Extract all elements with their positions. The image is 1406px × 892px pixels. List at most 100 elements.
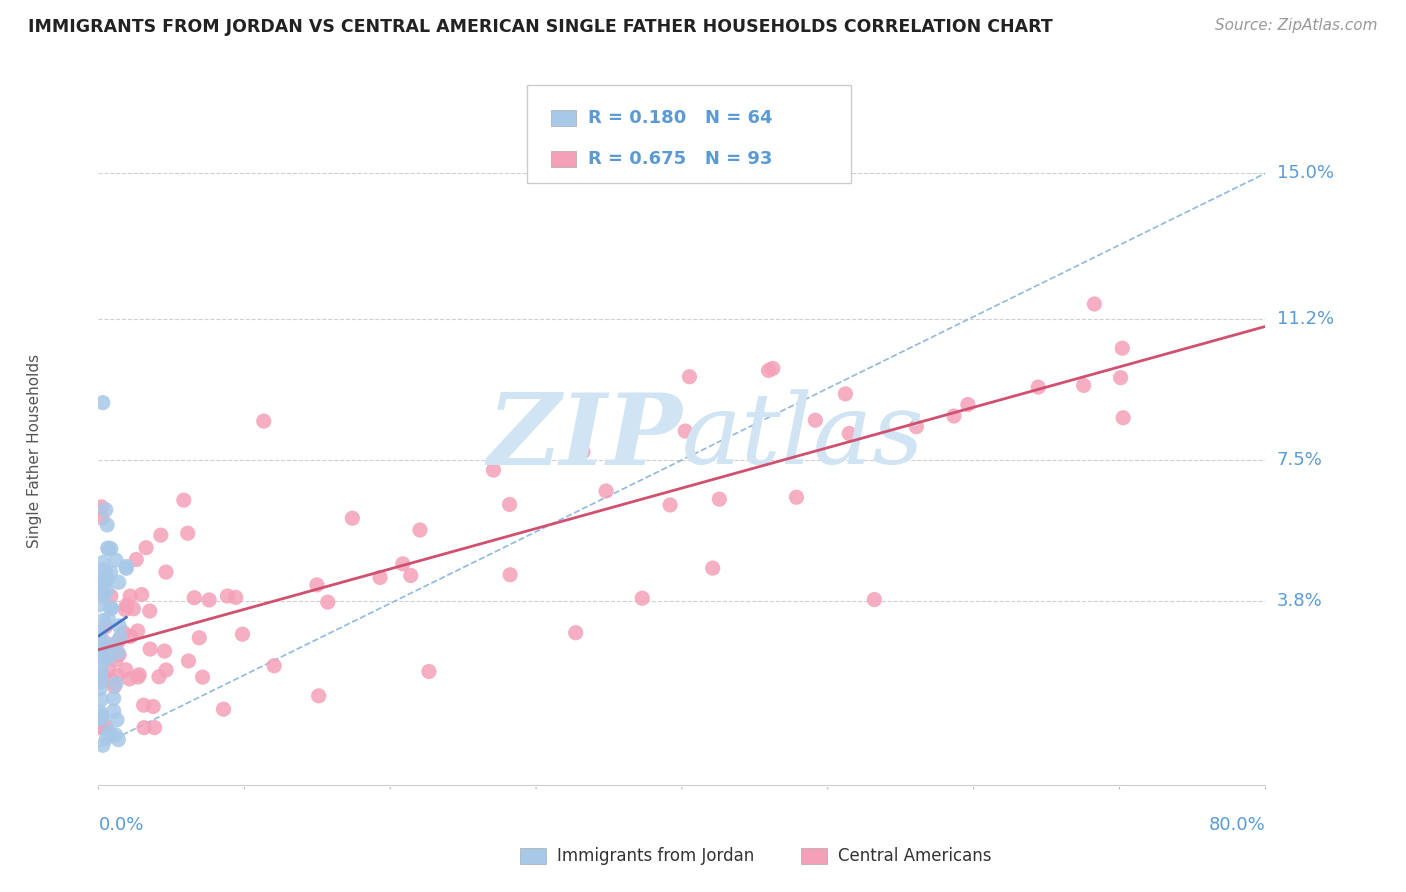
Point [785, 490, 807, 504]
Point [101, 673, 124, 688]
Point [659, 498, 682, 512]
Point [118, 672, 141, 686]
Point [96, 583, 118, 598]
Point [762, 361, 785, 376]
Point [177, 654, 200, 668]
Text: 0.0%: 0.0% [98, 815, 143, 833]
Point [91, 556, 114, 570]
Point [758, 363, 780, 377]
Point [148, 670, 170, 684]
Point [89, 626, 111, 640]
Point [305, 578, 328, 592]
Point [905, 419, 928, 434]
Point [89, 628, 111, 642]
Point [418, 665, 440, 679]
Point [702, 561, 724, 575]
Point [678, 369, 700, 384]
Point [142, 699, 165, 714]
Point [89, 667, 111, 681]
Point [595, 483, 617, 498]
Point [399, 568, 422, 582]
Point [108, 648, 131, 662]
Point [804, 413, 827, 427]
Point [97, 612, 120, 626]
Point [125, 552, 148, 566]
Text: Source: ZipAtlas.com: Source: ZipAtlas.com [1215, 18, 1378, 33]
Point [231, 627, 253, 641]
Point [104, 728, 127, 742]
Point [94, 502, 117, 516]
Point [499, 567, 522, 582]
Point [115, 599, 138, 613]
Point [308, 689, 330, 703]
Point [97, 542, 120, 557]
Point [89, 705, 111, 719]
Point [91, 614, 114, 628]
Point [100, 589, 122, 603]
Point [104, 676, 127, 690]
Point [673, 424, 696, 438]
Point [107, 646, 129, 660]
Text: 3.8%: 3.8% [1277, 592, 1322, 610]
Point [91, 511, 114, 525]
Point [225, 591, 247, 605]
Point [91, 395, 114, 409]
Point [93, 642, 115, 657]
Point [93, 576, 115, 591]
Point [139, 642, 162, 657]
Point [631, 591, 654, 606]
Point [91, 642, 114, 657]
Point [183, 591, 205, 605]
Point [90, 721, 112, 735]
Point [96, 567, 118, 582]
Point [90, 665, 112, 679]
Point [93, 571, 115, 585]
Point [94, 572, 117, 586]
Point [128, 667, 150, 681]
Point [90, 649, 112, 664]
Point [122, 601, 145, 615]
Point [89, 576, 111, 591]
Text: ZIP: ZIP [486, 389, 682, 485]
Point [90, 572, 112, 586]
Point [107, 668, 129, 682]
Point [409, 523, 432, 537]
Point [107, 732, 129, 747]
Text: 11.2%: 11.2% [1277, 310, 1334, 327]
Point [127, 624, 149, 638]
Point [89, 598, 111, 612]
Point [93, 640, 115, 654]
Point [177, 526, 200, 541]
Point [153, 644, 176, 658]
Point [91, 652, 114, 666]
Point [863, 592, 886, 607]
Point [97, 647, 120, 661]
Text: 80.0%: 80.0% [1209, 815, 1265, 833]
Point [96, 731, 118, 746]
Point [112, 625, 135, 640]
Point [96, 518, 118, 533]
Point [98, 638, 121, 652]
Point [90, 674, 112, 689]
Point [120, 589, 142, 603]
Point [709, 492, 731, 507]
Point [100, 541, 122, 556]
Point [132, 698, 155, 713]
Point [1073, 378, 1095, 392]
Point [564, 625, 586, 640]
Point [105, 713, 128, 727]
Text: Central Americans: Central Americans [838, 847, 991, 865]
Text: atlas: atlas [682, 390, 925, 484]
Point [103, 691, 125, 706]
Text: R = 0.180   N = 64: R = 0.180 N = 64 [588, 109, 772, 127]
Point [188, 631, 211, 645]
Point [97, 541, 120, 555]
Point [131, 588, 153, 602]
Point [94, 620, 117, 634]
Point [956, 397, 979, 411]
Point [93, 640, 115, 655]
Point [90, 500, 112, 514]
Text: Immigrants from Jordan: Immigrants from Jordan [557, 847, 754, 865]
Point [115, 561, 138, 575]
Point [1109, 370, 1132, 384]
